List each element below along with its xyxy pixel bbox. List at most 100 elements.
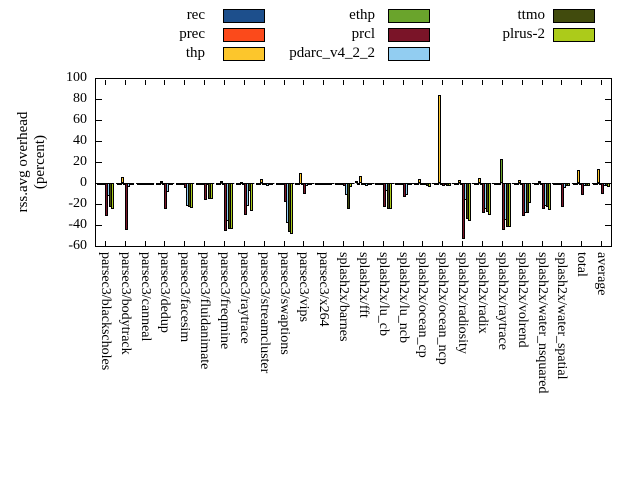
x-tick-top bbox=[184, 80, 185, 85]
bar-pdarc_v4_2_2 bbox=[246, 183, 249, 206]
bar-prec bbox=[158, 183, 161, 185]
legend: rec prec thp ethp prcl pdarc_v4_2_2 ttmo plrus-… bbox=[0, 0, 640, 64]
x-tick-bottom bbox=[363, 241, 364, 246]
bar-pdarc_v4_2_2 bbox=[405, 183, 408, 195]
bar-prec bbox=[516, 183, 519, 185]
x-tick-top bbox=[264, 80, 265, 85]
x-category-label: parsec3/vips bbox=[296, 252, 311, 322]
bar-prcl bbox=[204, 183, 207, 200]
y-tick-label: 20 bbox=[73, 154, 87, 169]
x-tick-top bbox=[303, 80, 304, 85]
x-category-label: splash2x/volrend bbox=[515, 252, 530, 348]
x-tick-bottom bbox=[442, 241, 443, 246]
x-tick-bottom bbox=[323, 241, 324, 246]
x-tick-bottom bbox=[105, 241, 106, 246]
y-tick-left bbox=[96, 99, 102, 100]
bar-plrus-2 bbox=[369, 183, 372, 185]
x-tick-top bbox=[442, 80, 443, 85]
bar-plrus-2 bbox=[170, 183, 173, 185]
x-tick-bottom bbox=[422, 241, 423, 246]
legend-label-prcl: prcl bbox=[351, 26, 375, 42]
x-tick-bottom bbox=[224, 241, 225, 246]
legend-label-prec: prec bbox=[179, 26, 205, 42]
x-tick-top bbox=[522, 80, 523, 85]
x-category-label: splash2x/ocean_cp bbox=[415, 252, 430, 358]
x-tick-bottom bbox=[204, 241, 205, 246]
y-tick-label: 60 bbox=[73, 112, 87, 127]
bar-prec bbox=[476, 183, 479, 185]
bar-plrus-2 bbox=[111, 183, 114, 209]
x-tick-top bbox=[581, 80, 582, 85]
y-tick-left bbox=[96, 225, 102, 226]
bar-thp bbox=[498, 183, 501, 185]
legend-swatch-pdarc_v4_2_2 bbox=[388, 47, 430, 61]
bar-plrus-2 bbox=[329, 183, 332, 185]
x-category-label: parsec3/raytrace bbox=[237, 252, 252, 344]
x-tick-bottom bbox=[561, 241, 562, 246]
x-category-label: parsec3/bodytrack bbox=[118, 252, 133, 355]
x-tick-bottom bbox=[164, 241, 165, 246]
x-category-label: splash2x/barnes bbox=[336, 252, 351, 342]
y-tick-label: 100 bbox=[66, 70, 87, 85]
x-tick-bottom bbox=[303, 241, 304, 246]
y-tick-right bbox=[605, 162, 611, 163]
x-tick-bottom bbox=[383, 241, 384, 246]
legend-label-thp: thp bbox=[185, 45, 205, 61]
y-tick-left bbox=[96, 204, 102, 205]
x-tick-bottom bbox=[542, 241, 543, 246]
x-category-label: parsec3/fluidanimate bbox=[197, 252, 212, 370]
bar-prcl bbox=[383, 183, 386, 207]
bar-prcl bbox=[561, 183, 564, 207]
x-category-label: splash2x/water_nsquared bbox=[535, 252, 550, 394]
bar-thp bbox=[160, 181, 163, 183]
x-tick-top bbox=[323, 80, 324, 85]
bar-thp bbox=[538, 181, 541, 183]
x-tick-bottom bbox=[601, 241, 602, 246]
x-tick-top bbox=[542, 80, 543, 85]
y-tick-right bbox=[605, 141, 611, 142]
x-tick-top bbox=[422, 80, 423, 85]
x-category-label: average bbox=[594, 252, 609, 296]
x-tick-top bbox=[561, 80, 562, 85]
x-tick-bottom bbox=[125, 241, 126, 246]
x-tick-top bbox=[105, 80, 106, 85]
y-tick-label: 80 bbox=[73, 91, 87, 106]
x-category-label: parsec3/dedup bbox=[157, 252, 172, 333]
x-tick-bottom bbox=[403, 241, 404, 246]
bar-plrus-2 bbox=[567, 183, 570, 186]
bar-thp bbox=[518, 180, 521, 183]
y-tick-right bbox=[605, 78, 611, 79]
bar-thp bbox=[458, 180, 461, 183]
y-tick-right bbox=[605, 246, 611, 247]
x-tick-bottom bbox=[244, 241, 245, 246]
bar-thp bbox=[478, 178, 481, 183]
x-category-label: splash2x/lu_ncb bbox=[396, 252, 411, 343]
bar-thp bbox=[260, 179, 263, 183]
bar-plrus-2 bbox=[270, 183, 273, 185]
bar-rec bbox=[355, 181, 358, 183]
bar-prec bbox=[595, 183, 598, 185]
x-category-label: splash2x/radiosity bbox=[455, 252, 470, 354]
bar-thp bbox=[418, 179, 421, 183]
bar-plrus-2 bbox=[409, 183, 412, 185]
bar-plrus-2 bbox=[230, 183, 233, 229]
x-tick-bottom bbox=[284, 241, 285, 246]
bar-plrus-2 bbox=[508, 183, 511, 227]
bar-prec bbox=[357, 183, 360, 185]
legend-label-plrus-2: plrus-2 bbox=[502, 26, 546, 42]
bar-plrus-2 bbox=[528, 183, 531, 203]
x-tick-top bbox=[125, 80, 126, 85]
x-category-label: parsec3/swaptions bbox=[277, 252, 292, 355]
x-tick-bottom bbox=[145, 241, 146, 246]
bar-plrus-2 bbox=[131, 183, 134, 185]
bar-thp bbox=[359, 176, 362, 183]
bar-prec bbox=[436, 183, 439, 185]
bar-plrus-2 bbox=[607, 183, 610, 187]
bar-prec bbox=[119, 183, 122, 185]
bar-ttmo bbox=[347, 183, 350, 209]
bar-plrus-2 bbox=[468, 183, 471, 221]
x-tick-bottom bbox=[482, 241, 483, 246]
x-category-label: parsec3/streamcluster bbox=[257, 252, 272, 374]
y-tick-left bbox=[96, 78, 102, 79]
legend-label-ttmo: ttmo bbox=[517, 7, 545, 23]
